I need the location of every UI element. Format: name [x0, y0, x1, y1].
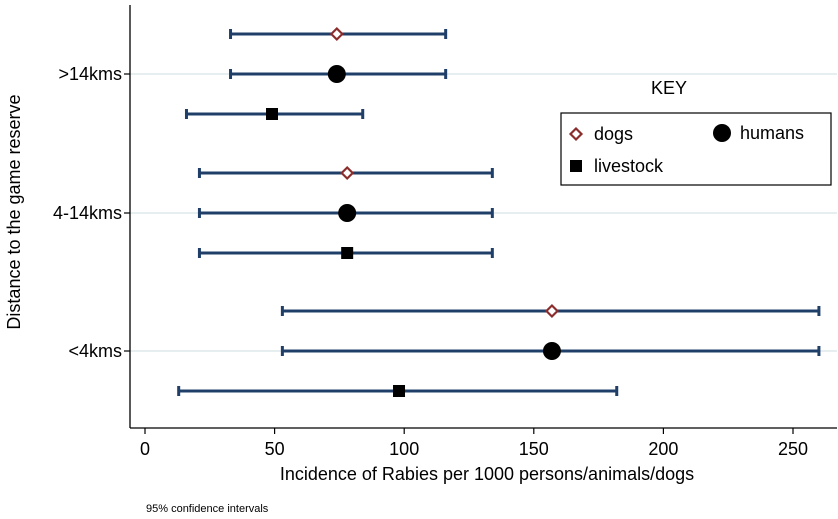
- legend-items: dogs humans livestock: [568, 123, 804, 176]
- livestock-point: [341, 247, 354, 259]
- legend-box: [560, 112, 832, 186]
- legend-humans-marker: [713, 124, 731, 142]
- dogs-point: [544, 303, 559, 319]
- x-tick-label: 200: [648, 439, 678, 459]
- x-ticks: 0 50 100 150 200 250: [140, 428, 808, 459]
- humans-point: [542, 342, 561, 360]
- y-ticks: >14kms 4-14kms <4kms: [53, 64, 130, 361]
- series-marks: [177, 26, 821, 397]
- x-tick-label: 150: [519, 439, 549, 459]
- legend-dogs-marker: [568, 126, 584, 142]
- dogs-point: [340, 165, 355, 181]
- y-tick-label: 4-14kms: [53, 203, 122, 223]
- dogs-point: [329, 26, 344, 42]
- x-tick-label: 100: [389, 439, 419, 459]
- legend-livestock-marker: [570, 160, 582, 172]
- legend: dogs humans livestock: [560, 112, 832, 186]
- y-tick-label: <4kms: [68, 341, 122, 361]
- legend-humans-label: humans: [740, 123, 804, 143]
- x-tick-label: 50: [265, 439, 285, 459]
- y-axis-label: Distance to the game reserve: [4, 94, 24, 329]
- legend-title: KEY: [651, 78, 687, 98]
- legend-dogs-label: dogs: [594, 124, 633, 144]
- confidence-note: 95% confidence intervals: [146, 503, 269, 515]
- livestock-point: [266, 108, 279, 120]
- legend-livestock-label: livestock: [594, 156, 664, 176]
- humans-point: [338, 204, 357, 222]
- x-axis-label: Incidence of Rabies per 1000 persons/ani…: [280, 464, 694, 484]
- x-tick-label: 250: [778, 439, 808, 459]
- livestock-point: [393, 385, 406, 397]
- x-tick-label: 0: [140, 439, 150, 459]
- humans-point: [327, 65, 346, 83]
- y-tick-label: >14kms: [58, 64, 122, 84]
